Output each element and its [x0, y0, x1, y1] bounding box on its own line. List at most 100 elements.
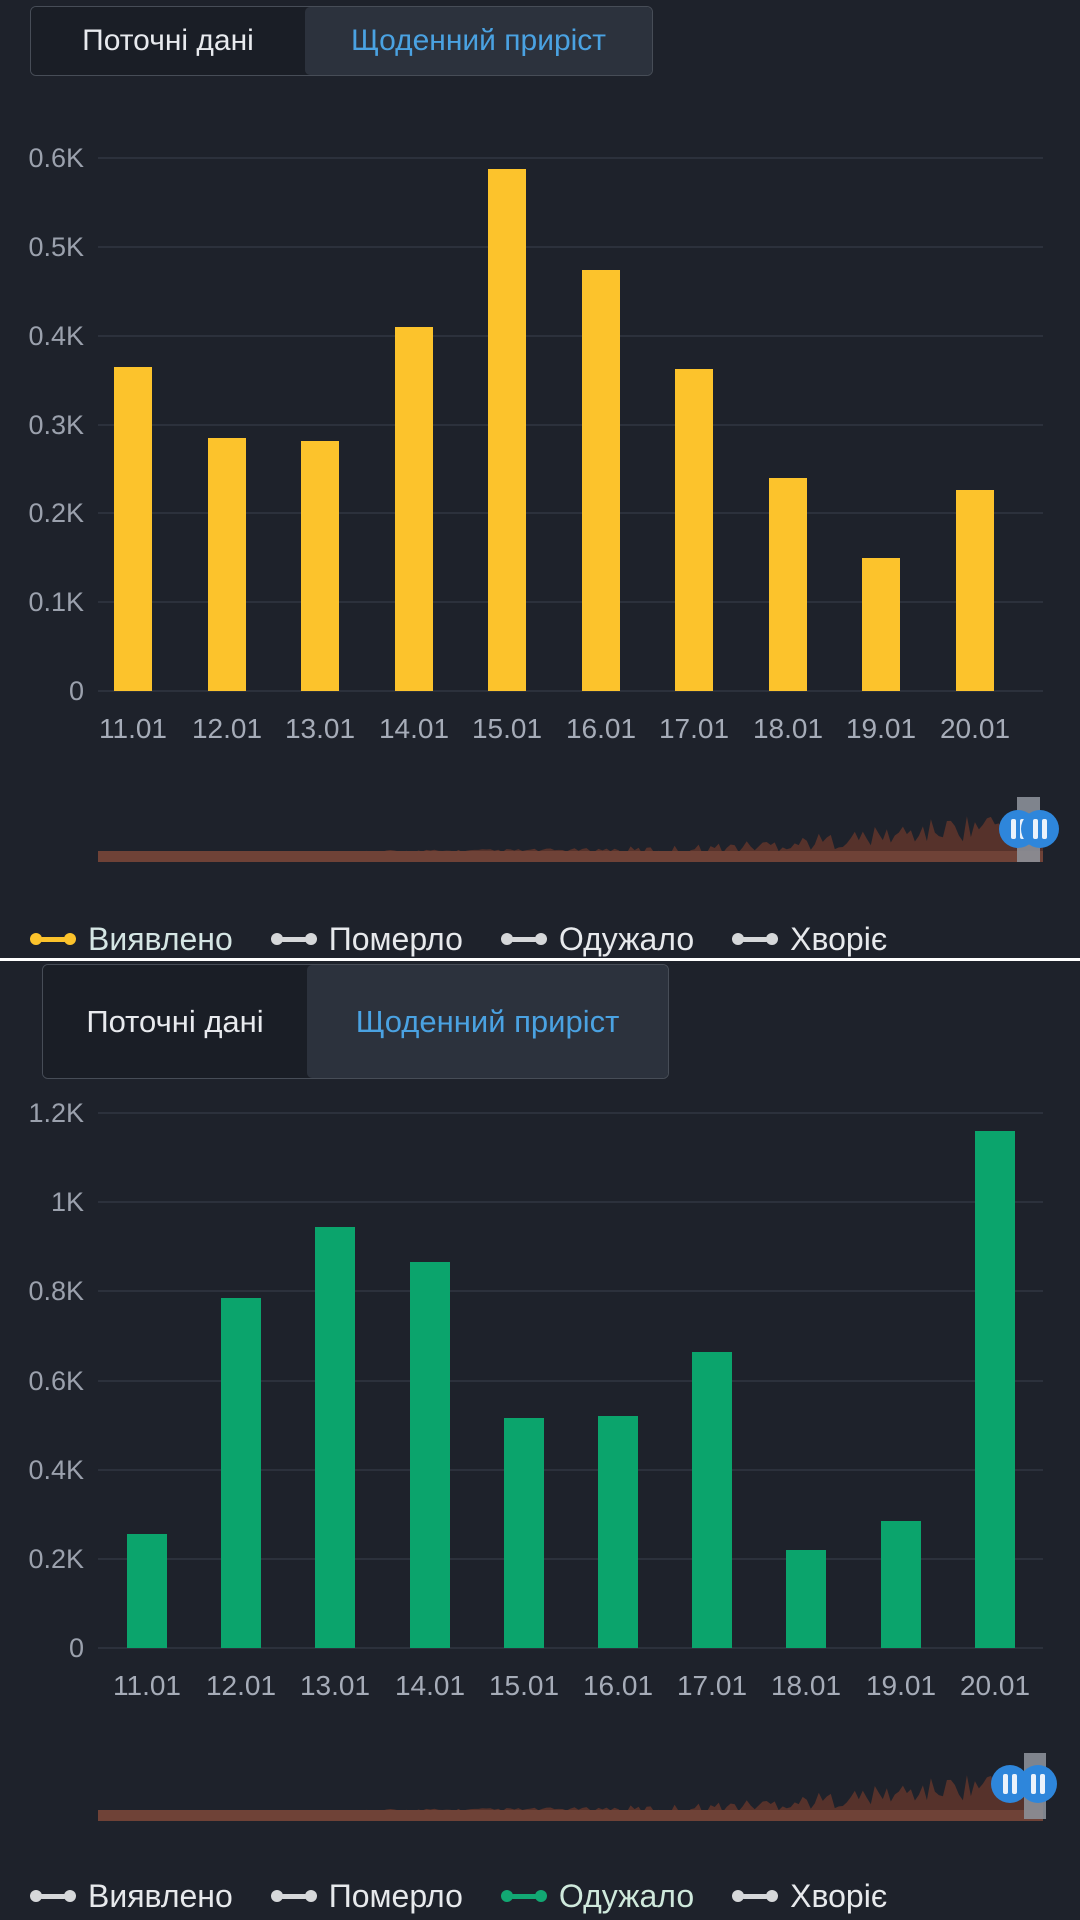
y-axis-tick-label: 0.4K — [28, 1455, 84, 1485]
y-axis-tick-label: 0.6K — [28, 143, 84, 173]
bar-chart-recovered: 0 0.2K 0.4K 0.6K 0.8K 1K 1.2K 11.01 12.01 13.01 14… — [0, 961, 1080, 1919]
bar-18.01[interactable] — [786, 1550, 826, 1648]
bar-11.01[interactable] — [114, 367, 152, 691]
tab-current-data[interactable]: Поточні дані — [43, 965, 307, 1078]
bar-14.01[interactable] — [410, 1262, 450, 1648]
marker-dot-icon — [732, 933, 745, 945]
legend-item-detected[interactable]: Виявлено — [30, 1877, 233, 1915]
gridline-1.2K — [98, 1112, 1043, 1114]
bar-15.01[interactable] — [488, 169, 526, 691]
x-axis-tick-label: 13.01 — [299, 1670, 371, 1701]
bar-12.01[interactable] — [221, 1298, 261, 1648]
marker-dot-icon — [64, 1890, 76, 1902]
legend-item-died[interactable]: Померло — [270, 920, 463, 958]
datazoom-handles[interactable] — [997, 808, 1061, 850]
x-axis-tick-label: 18.01 — [770, 1670, 842, 1701]
bar-chart-detected: 0 0.1K 0.2K 0.3K 0.4K 0.5K 0.6K 11.01 12.01 13.01… — [0, 0, 1080, 958]
line-series-marker-icon — [270, 1890, 317, 1902]
tab-bar: Поточні дані Щоденний приріст — [42, 964, 669, 1079]
marker-dot-icon — [766, 933, 779, 945]
bar-19.01[interactable] — [862, 558, 900, 691]
line-series-marker-icon — [30, 1890, 76, 1902]
tab-current-data[interactable]: Поточні дані — [31, 7, 305, 75]
navigator-thumbnail[interactable] — [98, 1749, 1043, 1821]
y-axis-tick-label: 0.2K — [28, 498, 84, 528]
legend-item-sick[interactable]: Хворіє — [732, 920, 887, 958]
navigator-baseline — [98, 1810, 1043, 1821]
y-axis-tick-label: 0.3K — [28, 410, 84, 440]
bar-13.01[interactable] — [301, 441, 339, 691]
marker-dot-icon — [64, 933, 76, 945]
bar-20.01[interactable] — [975, 1131, 1015, 1648]
marker-line-icon — [510, 936, 537, 942]
marker-dot-icon — [732, 1890, 745, 1902]
y-axis-tick-label: 0.5K — [28, 232, 84, 262]
marker-dot-icon — [534, 933, 547, 945]
x-axis-tick-label: 17.01 — [676, 1670, 748, 1701]
gridline-0.2K — [98, 1558, 1043, 1560]
bar-16.01[interactable] — [598, 1416, 638, 1648]
legend-item-detected[interactable]: Виявлено — [30, 920, 233, 958]
gridline-0.5K — [98, 246, 1043, 248]
y-axis-tick-label: 1.2K — [28, 1098, 84, 1128]
x-axis-tick-label: 14.01 — [394, 1670, 466, 1701]
bar-19.01[interactable] — [881, 1521, 921, 1648]
datazoom-handle-left[interactable] — [991, 1765, 1029, 1803]
tab-daily-growth[interactable]: Щоденний приріст — [305, 7, 652, 75]
legend-item-sick[interactable]: Хворіє — [732, 1877, 887, 1915]
legend-item-recovered[interactable]: Одужало — [500, 920, 694, 958]
line-series-marker-icon — [30, 933, 76, 945]
marker-dot-icon — [304, 1890, 317, 1902]
bar-17.01[interactable] — [675, 369, 713, 691]
marker-dot-icon — [534, 1890, 547, 1902]
bar-14.01[interactable] — [395, 327, 433, 691]
pause-icon — [1040, 1774, 1045, 1794]
bar-18.01[interactable] — [769, 478, 807, 691]
gridline-0 — [98, 690, 1043, 692]
datazoom-handle-right[interactable] — [1019, 1765, 1057, 1803]
x-axis-tick-label: 11.01 — [99, 713, 167, 744]
legend-label: Хворіє — [790, 921, 888, 957]
legend-label: Померло — [328, 1878, 463, 1914]
panel-daily-detected: Поточні дані Щоденний приріст 0 0.1K 0.2K 0… — [0, 0, 1080, 958]
navigator-area — [98, 809, 1043, 862]
tab-bar: Поточні дані Щоденний приріст — [30, 6, 653, 76]
x-axis-tick-label: 12.01 — [191, 713, 263, 744]
navigator-thumbnail[interactable] — [98, 790, 1043, 862]
line-series-marker-icon — [732, 1890, 779, 1902]
legend-item-died[interactable]: Померло — [270, 1877, 463, 1915]
marker-dot-icon — [766, 1890, 779, 1902]
x-axis-tick-label: 20.01 — [939, 713, 1011, 744]
bar-15.01[interactable] — [504, 1418, 544, 1648]
bar-17.01[interactable] — [692, 1352, 732, 1648]
marker-line-icon — [40, 936, 66, 942]
x-axis-tick-label: 12.01 — [205, 1670, 277, 1701]
marker-dot-icon — [30, 1890, 42, 1902]
gridline-0.4K — [98, 1469, 1043, 1471]
datazoom-handle-right[interactable] — [1021, 810, 1059, 848]
tab-daily-growth[interactable]: Щоденний приріст — [307, 965, 668, 1078]
bar-16.01[interactable] — [582, 270, 620, 691]
x-axis-tick-label: 16.01 — [582, 1670, 654, 1701]
line-series-marker-icon — [500, 933, 547, 945]
datazoom-handles[interactable] — [989, 1763, 1059, 1805]
x-axis-tick-label: 13.01 — [284, 713, 356, 744]
bar-11.01[interactable] — [127, 1534, 167, 1648]
x-axis-tick-label: 19.01 — [845, 713, 917, 744]
x-axis-tick-label: 16.01 — [565, 713, 637, 744]
marker-dot-icon — [304, 933, 317, 945]
legend-label: Хворіє — [790, 1878, 888, 1914]
legend-label: Виявлено — [88, 1878, 233, 1914]
x-axis-tick-label: 20.01 — [959, 1670, 1031, 1701]
bar-20.01[interactable] — [956, 490, 994, 691]
gridline-0.8K — [98, 1290, 1043, 1292]
panel-daily-recovered: Поточні дані Щоденний приріст 0 0.2K 0.4K 0… — [0, 961, 1080, 1919]
legend-item-recovered[interactable]: Одужало — [500, 1877, 695, 1915]
y-axis-tick-label: 1K — [50, 1187, 84, 1217]
legend-label: Одужало — [558, 1878, 695, 1914]
y-axis-tick-label: 0 — [68, 1633, 84, 1663]
x-axis-tick-label: 11.01 — [113, 1670, 181, 1701]
bar-12.01[interactable] — [208, 438, 246, 691]
bar-13.01[interactable] — [315, 1227, 355, 1648]
marker-dot-icon — [500, 1890, 513, 1902]
